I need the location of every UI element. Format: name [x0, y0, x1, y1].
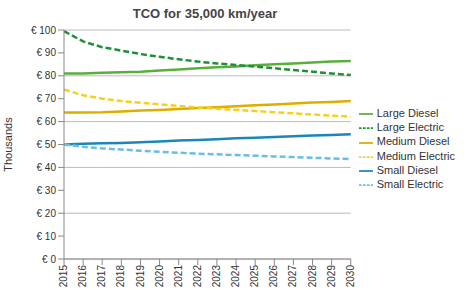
svg-text:2016: 2016 [77, 265, 88, 288]
svg-text:€ 100: € 100 [31, 25, 56, 36]
svg-text:2029: 2029 [326, 265, 337, 288]
html-text:Medium Electric: Medium Electric [376, 149, 455, 162]
svg-text:€ 40: € 40 [37, 162, 57, 173]
svg-text:€ 30: € 30 [37, 185, 57, 196]
svg-text:2028: 2028 [307, 265, 318, 288]
svg-text:2017: 2017 [96, 265, 107, 288]
svg-text:2026: 2026 [268, 265, 279, 288]
html-text:TCO for 35,000 km/year: TCO for 35,000 km/year [132, 6, 278, 21]
svg-text:€ 50: € 50 [37, 139, 57, 150]
html-text:Large Electric: Large Electric [376, 121, 444, 134]
svg-text:€ 20: € 20 [37, 208, 57, 219]
svg-text:2018: 2018 [115, 265, 126, 288]
html-text:Large Diesel: Large Diesel [376, 107, 439, 120]
svg-text:2030: 2030 [345, 265, 356, 288]
svg-text:2025: 2025 [249, 265, 260, 288]
html-text:Medium Diesel: Medium Diesel [376, 135, 450, 148]
svg-text:2024: 2024 [230, 265, 241, 288]
svg-text:€ 10: € 10 [37, 231, 57, 242]
html-text:Small Diesel: Small Diesel [376, 163, 438, 176]
svg-text:Thousands: Thousands [8, 117, 14, 172]
html-text:Small Electric: Small Electric [376, 177, 444, 190]
svg-text:€ 90: € 90 [37, 47, 57, 58]
svg-text:€ 70: € 70 [37, 93, 57, 104]
svg-text:2027: 2027 [288, 265, 299, 288]
svg-text:2019: 2019 [135, 265, 146, 288]
svg-text:€ 60: € 60 [37, 116, 57, 127]
svg-text:2015: 2015 [58, 265, 69, 288]
svg-text:2021: 2021 [173, 265, 184, 288]
svg-text:€ 80: € 80 [37, 70, 57, 81]
svg-text:2020: 2020 [154, 265, 165, 288]
svg-text:2022: 2022 [192, 265, 203, 288]
svg-text:€ 0: € 0 [42, 254, 56, 265]
svg-text:2023: 2023 [211, 265, 222, 288]
